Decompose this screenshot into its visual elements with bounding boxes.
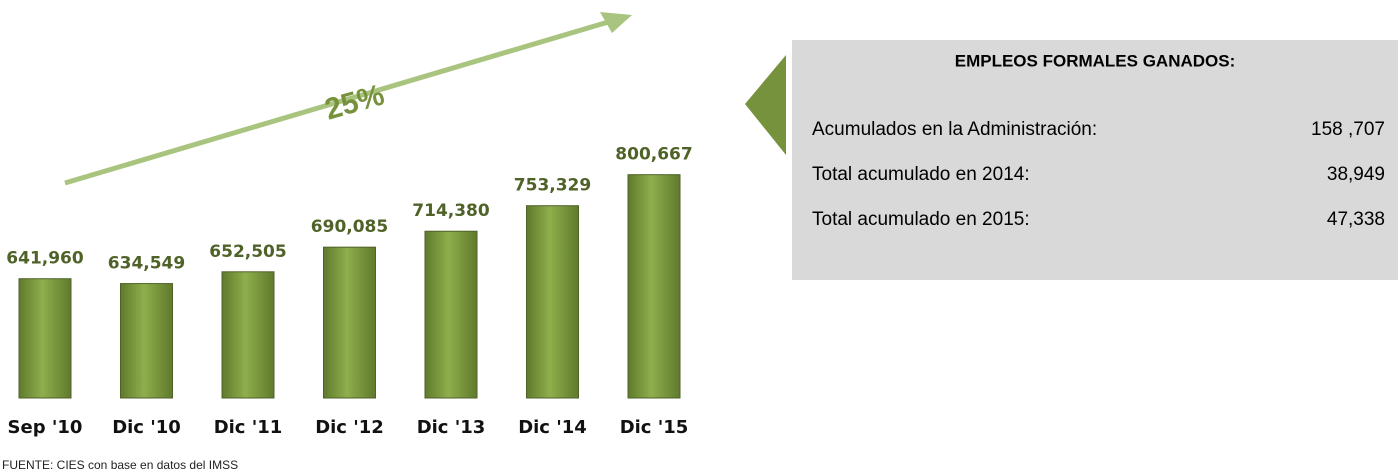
value-label: 641,960	[6, 249, 84, 269]
x-tick-label: Dic '10	[112, 417, 181, 438]
bar	[526, 205, 579, 399]
x-tick-label: Sep '10	[8, 417, 83, 438]
bar	[120, 283, 173, 399]
x-tick-label: Dic '13	[417, 417, 486, 438]
bar	[424, 230, 478, 399]
value-label: 652,505	[209, 242, 286, 262]
growth-annotation: 25%	[321, 78, 388, 126]
x-tick-label: Dic '11	[214, 417, 283, 438]
value-label: 690,085	[311, 217, 388, 237]
bar	[627, 174, 681, 399]
arrow-head	[600, 12, 632, 33]
value-label: 714,380	[412, 201, 490, 221]
row-value: 38,949	[1327, 164, 1385, 185]
info-panel	[792, 40, 1398, 280]
row-value: 47,338	[1327, 209, 1385, 230]
value-label: 634,549	[108, 254, 185, 274]
pointer	[745, 55, 786, 155]
bar	[221, 271, 275, 399]
x-tick-label: Dic '14	[518, 417, 587, 438]
row-label: Total acumulado en 2014:	[812, 164, 1030, 185]
x-tick-label: Dic '12	[315, 417, 384, 438]
value-label: 753,329	[514, 176, 591, 196]
row-label: Total acumulado en 2015:	[812, 209, 1030, 230]
value-label: 800,667	[615, 145, 692, 165]
source-note: FUENTE: CIES con base en datos del IMSS	[2, 458, 238, 472]
panel-title: EMPLEOS FORMALES GANADOS:	[955, 51, 1236, 70]
x-tick-label: Dic '15	[620, 417, 689, 438]
trend-arrow	[64, 17, 616, 186]
bar	[18, 278, 72, 399]
bar	[323, 246, 376, 399]
row-label: Acumulados en la Administración:	[812, 119, 1097, 140]
row-value: 158 ,707	[1311, 119, 1385, 140]
